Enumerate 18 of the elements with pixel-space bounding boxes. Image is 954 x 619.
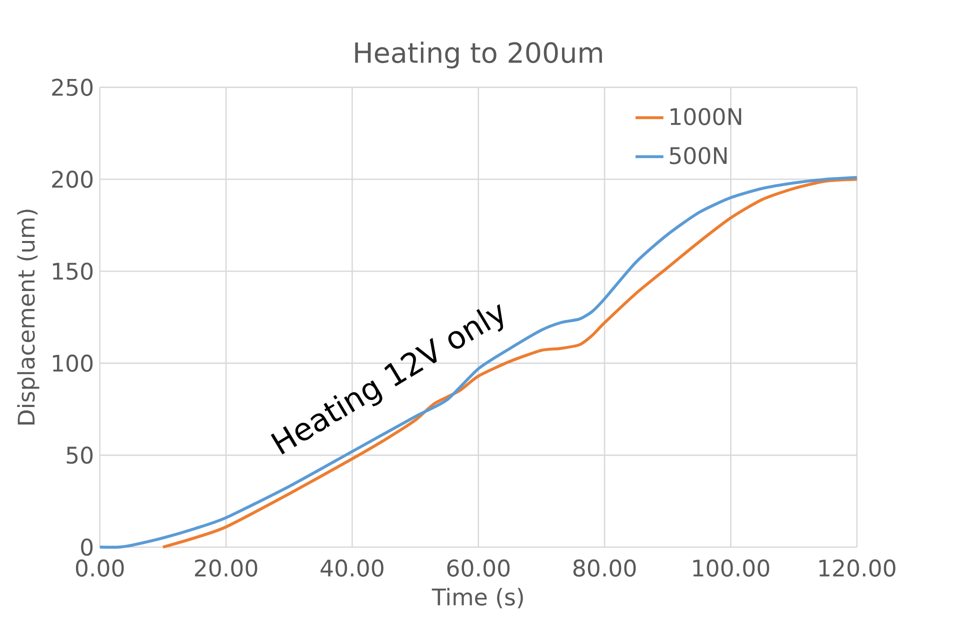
y-tick-label: 200	[52, 170, 93, 188]
legend-label: 500N	[670, 146, 727, 164]
chart-title: Heating to 200um	[355, 42, 602, 68]
y-tick-label: 250	[52, 78, 93, 96]
x-tick-label: 80.00	[573, 559, 636, 577]
y-tick-label: 0	[81, 538, 93, 556]
x-tick-label: 60.00	[447, 559, 510, 577]
x-tick-label: 40.00	[320, 559, 384, 577]
x-tick-label: 120.00	[819, 559, 896, 577]
y-axis-title: Displacement (um)	[17, 210, 40, 424]
y-tick-label: 150	[52, 262, 93, 280]
legend-label: 1000N	[670, 108, 742, 126]
x-tick-label: 20.00	[194, 559, 258, 577]
x-axis-title: Time (s)	[432, 588, 523, 608]
x-tick-label: 100.00	[693, 559, 770, 577]
y-tick-label: 100	[52, 354, 93, 372]
y-tick-label: 50	[66, 446, 93, 464]
x-tick-label: 0.00	[76, 559, 124, 577]
